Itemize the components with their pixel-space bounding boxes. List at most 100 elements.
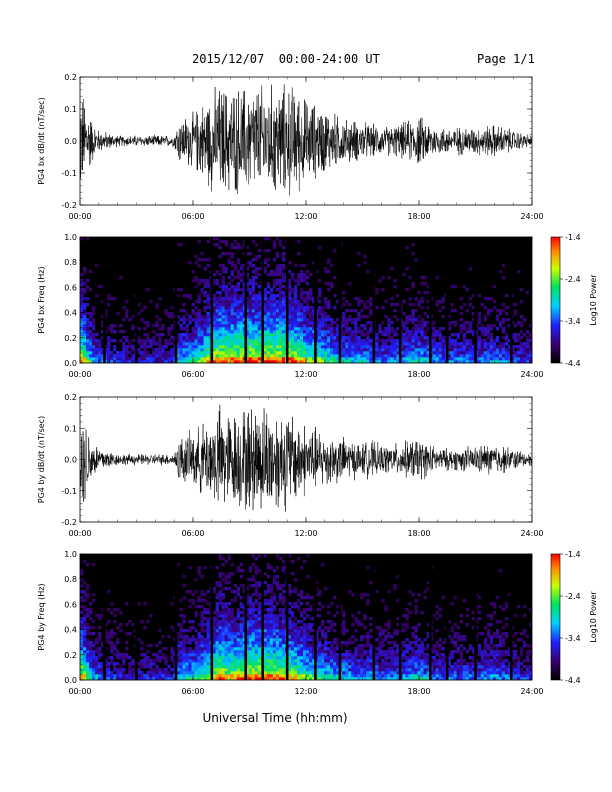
spectrogram-cell (248, 345, 253, 349)
data-gap-stripe (174, 237, 178, 363)
spectrogram-cell (266, 342, 271, 346)
spectrogram-cell (239, 339, 244, 343)
spectrogram-cell (122, 653, 126, 657)
spectrogram-cell (239, 644, 244, 648)
spectrogram-cell (245, 345, 250, 349)
spectrogram-cell (152, 659, 156, 663)
spectrogram-cell (149, 662, 153, 666)
spectrogram-cell (453, 345, 457, 349)
spectrogram-cell (155, 333, 159, 337)
spectrogram-cell (290, 345, 295, 349)
spectrogram-cell (299, 291, 304, 295)
spectrogram-cell (206, 677, 210, 681)
spectrogram-cell (200, 330, 204, 334)
spectrogram-cell (321, 677, 325, 681)
spectrogram-cell (299, 644, 304, 648)
spectrogram-cell (182, 617, 186, 621)
spectrogram-cell (471, 306, 476, 310)
spectrogram-cell (327, 611, 331, 615)
spectrogram-cell (266, 333, 271, 337)
spectrogram-cell (236, 641, 240, 645)
spectrogram-cell (504, 294, 509, 298)
spectrogram-cell (197, 300, 201, 304)
spectrogram-cell (224, 623, 228, 627)
spectrogram-cell (218, 294, 222, 298)
spectrogram-cell (278, 662, 283, 666)
spectrogram-cell (236, 590, 240, 594)
spectrogram-cell (227, 608, 231, 612)
spectrogram-cell (83, 312, 87, 316)
spectrogram-cell (203, 665, 207, 669)
spectrogram-cell (462, 357, 466, 361)
spectrogram-cell (309, 668, 313, 672)
spectrogram-cell (275, 354, 280, 358)
spectrogram-cell (324, 270, 328, 274)
spectrogram-cell (245, 336, 250, 340)
spectrogram-cell (290, 360, 295, 364)
spectrogram-cell (182, 309, 186, 313)
spectrogram-cell (242, 623, 247, 627)
spectrogram-cell (366, 345, 370, 349)
spectrogram-cell (116, 357, 120, 361)
spectrogram-cell (257, 306, 262, 310)
spectrogram-cell (143, 348, 147, 352)
spectrogram-cell (197, 360, 201, 364)
spectrogram-cell (278, 336, 283, 340)
spectrogram-cell (263, 617, 268, 621)
spectrogram-cell (188, 626, 192, 630)
spectrogram-cell (435, 351, 439, 355)
spectrogram-cell (278, 267, 283, 271)
spectrogram-cell (302, 560, 307, 564)
spectrogram-cell (257, 309, 262, 313)
spectrogram-cell (519, 360, 524, 364)
spectrogram-cell (167, 674, 171, 678)
spectrogram-cell (188, 336, 192, 340)
spectrogram-cell (116, 312, 120, 316)
spectrogram-cell (122, 656, 126, 660)
spectrogram-cell (516, 348, 521, 352)
spectrogram-cell (254, 333, 259, 337)
spectrogram-cell (272, 662, 277, 666)
spectrogram-cell (342, 662, 346, 666)
spectrogram-cell (215, 593, 219, 597)
spectrogram-cell (170, 336, 174, 340)
spectrogram-cell (281, 632, 286, 636)
spectrogram-cell (299, 659, 304, 663)
spectrogram-cell (302, 641, 307, 645)
spectrogram-cell (107, 620, 111, 624)
spectrogram-cell (501, 276, 506, 280)
spectrogram-cell (263, 635, 268, 639)
spectrogram-cell (354, 330, 358, 334)
spectrogram-cell (390, 321, 394, 325)
spectrogram-cell (366, 333, 370, 337)
spectrogram-cell (236, 297, 240, 301)
spectrogram-cell (149, 665, 153, 669)
spectrogram-cell (375, 291, 379, 295)
spectrogram-cell (203, 566, 207, 570)
spectrogram-cell (257, 668, 262, 672)
spectrogram-cell (293, 327, 298, 331)
spectrogram-cell (351, 653, 355, 657)
spectrogram-cell (197, 342, 201, 346)
spectrogram-cell (185, 635, 189, 639)
spectrogram-cell (441, 339, 445, 343)
spectrogram-cell (263, 324, 268, 328)
spectrogram-cell (242, 306, 247, 310)
spectrogram-cell (318, 602, 322, 606)
spectrogram-cell (266, 611, 271, 615)
spectrogram-cell (233, 629, 237, 633)
spectrogram-cell (504, 351, 509, 355)
y-axis-label: PG4 by dB/dt (nT/sec) (37, 416, 46, 503)
spectrogram-cell (206, 357, 210, 361)
spectrogram-cell (333, 638, 337, 642)
spectrogram-cell (218, 336, 222, 340)
spectrogram-cell (167, 357, 171, 361)
spectrogram-cell (248, 662, 253, 666)
spectrogram-cell (254, 303, 259, 307)
spectrogram-cell (170, 342, 174, 346)
spectrogram-cell (296, 312, 301, 316)
spectrogram-cell (318, 614, 322, 618)
spectrogram-cell (203, 656, 207, 660)
spectrogram-cell (89, 360, 93, 364)
spectrogram-cell (281, 297, 286, 301)
